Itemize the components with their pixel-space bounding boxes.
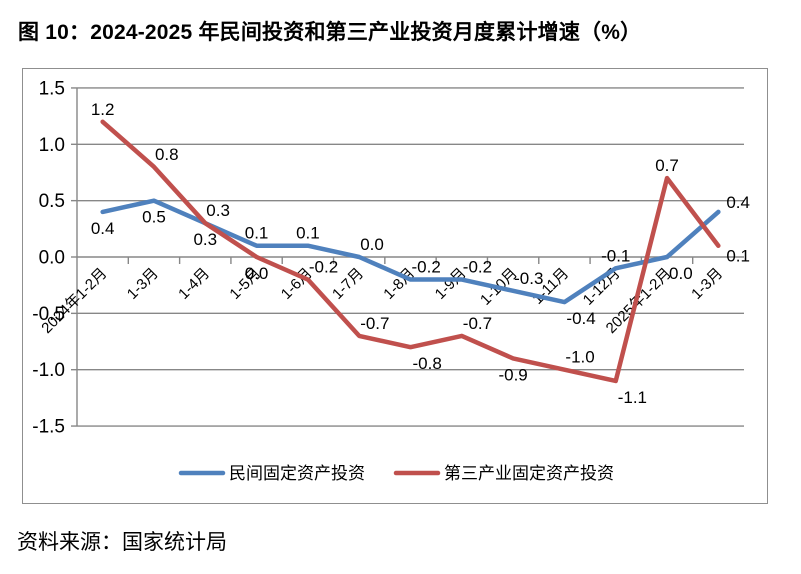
data-label: -0.4 <box>566 309 595 328</box>
data-label: 0.1 <box>726 247 750 266</box>
data-label: -0.1 <box>601 246 630 265</box>
data-label: 0.5 <box>142 208 166 227</box>
x-axis-label: 1-4月 <box>175 265 213 303</box>
y-axis-label: 0.0 <box>39 248 65 269</box>
data-label: 0.7 <box>655 156 679 175</box>
x-axis-label: 1-3月 <box>124 265 162 303</box>
y-axis-label: -0.5 <box>32 304 65 325</box>
data-label: -0.3 <box>514 269 543 288</box>
data-label: 1.2 <box>91 100 115 119</box>
data-label: 0.4 <box>91 219 115 238</box>
source-note: 资料来源：国家统计局 <box>17 531 227 554</box>
data-label: -0.2 <box>412 258 441 277</box>
y-axis-label: -1.0 <box>32 360 65 381</box>
data-label: -0.7 <box>360 314 389 333</box>
chart-frame: 1.5 1.0 0.5 0.0 -0.5 -1.0 -1.5 2024年1-2月 1-3月 1-4… <box>22 68 768 504</box>
y-axis-label: 1.5 <box>39 78 65 99</box>
data-label: 0.0 <box>245 264 269 283</box>
data-label: -0.2 <box>309 258 338 277</box>
figure-title: 图 10：2024-2025 年民间投资和第三产业投资月度累计增速（%） <box>18 21 642 44</box>
legend-label: 第三产业固定资产投资 <box>444 464 614 483</box>
data-label: 0.0 <box>360 235 384 254</box>
y-axis-label: 0.5 <box>39 191 65 212</box>
legend-label: 民间固定资产投资 <box>229 464 365 483</box>
data-label: 0.1 <box>296 224 320 243</box>
y-axis-label: -1.5 <box>32 417 65 438</box>
data-label: -1.1 <box>618 388 647 407</box>
data-label: -0.9 <box>498 365 527 384</box>
data-label: -1.0 <box>565 348 594 367</box>
data-label: -0.7 <box>463 314 492 333</box>
data-label: 0.8 <box>155 145 179 164</box>
x-axis-label: 2024年1-2月 <box>38 265 110 337</box>
data-label: -0.8 <box>413 354 442 373</box>
data-label: 0.0 <box>669 264 693 283</box>
data-label: 0.3 <box>206 201 230 220</box>
data-label: -0.2 <box>463 258 492 277</box>
x-axis-label: 1-3月 <box>688 265 726 303</box>
data-label: 0.4 <box>726 193 750 212</box>
y-axis-label: 1.0 <box>39 135 65 156</box>
line-chart: 1.5 1.0 0.5 0.0 -0.5 -1.0 -1.5 2024年1-2月 1-3月 1-4… <box>32 78 750 483</box>
tertiary-investment-line <box>100 119 721 384</box>
data-label: 0.3 <box>193 230 217 249</box>
data-label: 0.1 <box>245 224 269 243</box>
